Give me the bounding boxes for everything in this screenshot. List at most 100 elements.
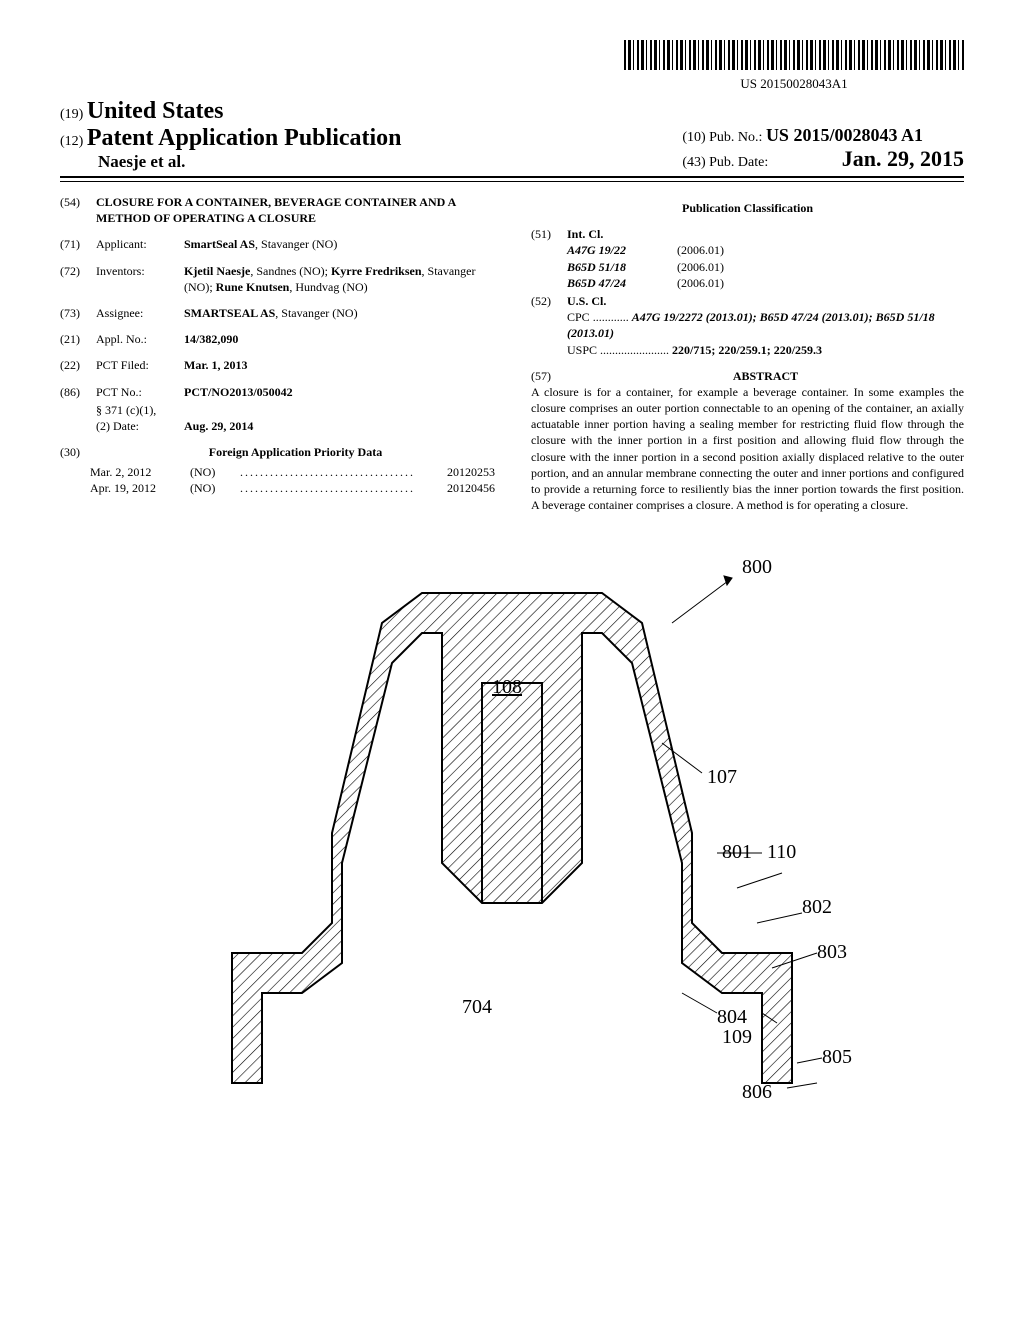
country-name: United States [87, 98, 224, 124]
field-72: (72) Inventors: Kjetil Naesje, Sandnes (… [60, 263, 495, 295]
assignee-loc: , Stavanger (NO) [275, 306, 357, 320]
intcl-year: (2006.01) [677, 275, 964, 291]
dotfill: ................................... [240, 464, 415, 480]
invention-title: CLOSURE FOR A CONTAINER, BEVERAGE CONTAI… [96, 194, 495, 226]
fig-label-110: 110 [767, 841, 796, 863]
intcl-code: A47G 19/22 [567, 242, 677, 258]
code-43: (43) [682, 155, 705, 170]
intcl-year: (2006.01) [677, 242, 964, 258]
fig-label-107: 107 [707, 766, 737, 788]
field-86-sub1: § 371 (c)(1), [60, 402, 495, 418]
field-num: (71) [60, 236, 96, 252]
header-rule [60, 176, 964, 182]
priority-cc: (NO) [190, 464, 240, 480]
dotfill: ............ [593, 310, 632, 324]
field-21: (21) Appl. No.: 14/382,090 [60, 331, 495, 347]
priority-table: Mar. 2, 2012 (NO) ......................… [90, 464, 495, 496]
pct-filed: Mar. 1, 2013 [184, 358, 248, 372]
classification-heading: Publication Classification [531, 200, 964, 216]
applicant: SmartSeal AS, Stavanger (NO) [184, 236, 495, 252]
fig-label-802: 802 [802, 896, 832, 918]
fig-label-804: 804 [717, 1006, 747, 1028]
code-10: (10) [682, 130, 705, 145]
doc-header: (19) United States (12) Patent Applicati… [60, 98, 964, 172]
field-86: (86) PCT No.: PCT/NO2013/050042 [60, 384, 495, 400]
figure-area: 800 108 107 801 110 802 803 804 109 805 … [60, 543, 964, 1107]
priority-num: 20120456 [415, 480, 495, 496]
field-num: (22) [60, 357, 96, 373]
fig-label-109: 109 [722, 1026, 752, 1048]
pubno-label: Pub. No.: [709, 130, 762, 145]
biblio-columns: (54) CLOSURE FOR A CONTAINER, BEVERAGE C… [60, 194, 964, 513]
priority-cc: (NO) [190, 480, 240, 496]
barcode-number: US 20150028043A1 [624, 76, 964, 92]
priority-row: Mar. 2, 2012 (NO) ......................… [90, 464, 495, 480]
intcl-label: Int. Cl. [567, 227, 603, 241]
priority-num: 20120253 [415, 464, 495, 480]
barcode-graphic [624, 40, 964, 70]
cpc-label: CPC [567, 310, 590, 324]
field-num: (73) [60, 305, 96, 321]
s371-date: Aug. 29, 2014 [184, 419, 253, 433]
field-num: (51) [531, 226, 567, 291]
inventors: Kjetil Naesje, Sandnes (NO); Kyrre Fredr… [184, 263, 495, 295]
fig-label-803: 803 [817, 941, 847, 963]
field-label: Assignee: [96, 305, 184, 321]
field-label: PCT No.: [96, 384, 184, 400]
priority-date: Apr. 19, 2012 [90, 480, 190, 496]
code-12: (12) [60, 134, 83, 149]
field-num: (21) [60, 331, 96, 347]
fig-label-801: 801 [722, 841, 752, 863]
uscl-label: U.S. Cl. [567, 294, 606, 308]
author-line: Naesje et al. [98, 152, 185, 171]
field-num: (30) [60, 444, 96, 460]
abstract-heading: ABSTRACT [733, 369, 798, 383]
uspc-label: USPC [567, 343, 597, 357]
field-label: Inventors: [96, 263, 184, 295]
right-column: Publication Classification (51) Int. Cl.… [531, 194, 964, 513]
inventor-3: Rune Knutsen [216, 280, 290, 294]
field-num: (72) [60, 263, 96, 295]
field-52: (52) U.S. Cl. CPC ............ A47G 19/2… [531, 293, 964, 358]
field-num: (54) [60, 194, 96, 226]
field-73: (73) Assignee: SMARTSEAL AS, Stavanger (… [60, 305, 495, 321]
s371-date-label: (2) Date: [96, 418, 184, 434]
field-51: (51) Int. Cl. A47G 19/22(2006.01) B65D 5… [531, 226, 964, 291]
uspc-codes: 220/715; 220/259.1; 220/259.3 [672, 343, 822, 357]
field-86-sub2: (2) Date: Aug. 29, 2014 [60, 418, 495, 434]
field-54: (54) CLOSURE FOR A CONTAINER, BEVERAGE C… [60, 194, 495, 226]
fig-label-805: 805 [822, 1046, 852, 1068]
pct-no: PCT/NO2013/050042 [184, 385, 293, 399]
assignee: SMARTSEAL AS, Stavanger (NO) [184, 305, 495, 321]
fig-label-108: 108 [492, 676, 522, 698]
appl-no: 14/382,090 [184, 332, 238, 346]
abstract-text: A closure is for a container, for exampl… [531, 384, 964, 514]
barcode-area: US 20150028043A1 [60, 40, 964, 92]
field-label: Appl. No.: [96, 331, 184, 347]
priority-row: Apr. 19, 2012 (NO) .....................… [90, 480, 495, 496]
publication-number: US 2015/0028043 A1 [766, 125, 923, 145]
field-num: (57) [531, 368, 567, 384]
inventor-2: Kyrre Fredriksen [331, 264, 422, 278]
field-22: (22) PCT Filed: Mar. 1, 2013 [60, 357, 495, 373]
inventor-1: Kjetil Naesje [184, 264, 250, 278]
field-num: (86) [60, 384, 96, 400]
applicant-loc: , Stavanger (NO) [255, 237, 337, 251]
field-label: PCT Filed: [96, 357, 184, 373]
field-30: (30) Foreign Application Priority Data [60, 444, 495, 460]
field-71: (71) Applicant: SmartSeal AS, Stavanger … [60, 236, 495, 252]
patent-figure: 800 108 107 801 110 802 803 804 109 805 … [162, 543, 862, 1103]
intcl-code: B65D 47/24 [567, 275, 677, 291]
fig-label-806: 806 [742, 1081, 772, 1103]
assignee-name: SMARTSEAL AS [184, 306, 275, 320]
field-label: Applicant: [96, 236, 184, 252]
code-19: (19) [60, 107, 83, 122]
intcl-year: (2006.01) [677, 259, 964, 275]
fig-label-704: 704 [462, 996, 492, 1018]
dotfill: ....................... [600, 343, 672, 357]
fig-label-800: 800 [742, 556, 772, 578]
intcl-code: B65D 51/18 [567, 259, 677, 275]
field-num: (52) [531, 293, 567, 358]
priority-heading: Foreign Application Priority Data [209, 445, 382, 459]
publication-date: Jan. 29, 2015 [842, 146, 964, 171]
